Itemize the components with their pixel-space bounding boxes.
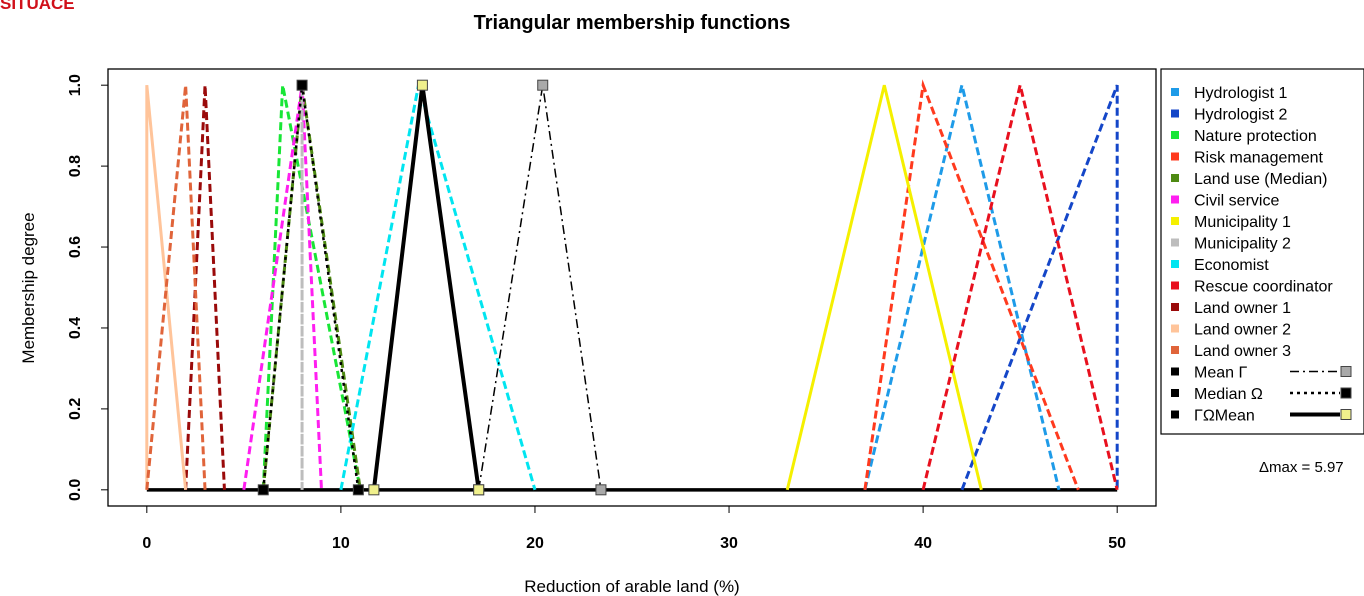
plot-frame [107, 68, 1157, 507]
marker-median-1 [296, 79, 308, 91]
legend-label-land-owner-3: Land owner 3 [1194, 343, 1291, 360]
series-line-rescue-coordinator [921, 84, 1119, 491]
marker-median-0 [257, 484, 269, 496]
legend-swatch-municipality-2 [1171, 238, 1179, 247]
legend-swatch-risk-management [1171, 152, 1179, 161]
legend-swatch-hydrologist-1 [1171, 88, 1179, 96]
legend-marker-mean [1340, 409, 1352, 420]
legend-label-municipality-1: Municipality 1 [1194, 214, 1291, 231]
legend-swatch-land-owner-3 [1171, 346, 1179, 354]
chart-title: Triangular membership functions [474, 12, 791, 34]
legend-label-economist: Economist [1194, 257, 1269, 274]
legend-swatch-rescue-coordinator [1171, 281, 1179, 290]
legend-swatch-land-owner-1 [1171, 303, 1179, 311]
marker-median-2 [352, 484, 364, 496]
y-axis-label: Membership degree [19, 212, 38, 363]
series-line-land-owner-2 [145, 85, 188, 490]
y-axis: 0.0 0.2 0.4 0.6 0.8 1.0 [67, 74, 108, 501]
legend-swatch-mean [1171, 367, 1179, 376]
series-line-hydrologist-1 [863, 84, 1061, 491]
series-line-mean [477, 85, 602, 490]
x-axis-label: Reduction of arable land (%) [524, 577, 739, 596]
legend-label-municipality-2: Municipality 2 [1194, 236, 1291, 253]
legend-swatch-municipality-1 [1171, 217, 1179, 225]
marker-mean-2 [473, 484, 485, 496]
legend-box [1160, 68, 1364, 435]
marker-layer [257, 79, 607, 496]
series-line-municipality-1 [785, 84, 983, 491]
legend-marker-mean [1340, 366, 1352, 377]
marker-mean-2 [595, 484, 607, 496]
series-line-economist [339, 84, 537, 491]
x-axis: 0 10 20 30 40 50 [142, 506, 1126, 552]
series-line-median [262, 85, 360, 490]
y-tick-label-5: 1.0 [67, 74, 84, 96]
legend-swatch-economist [1171, 260, 1179, 268]
legend-label-hydrologist-1: Hydrologist 1 [1194, 85, 1287, 102]
x-tick-label-4: 40 [914, 535, 932, 552]
legend-marker-median [1340, 387, 1352, 399]
series-layer [145, 79, 1119, 492]
legend-label-mean: ΓΩMean [1194, 408, 1255, 425]
series-line-mean [371, 84, 481, 491]
legend-swatch-mean [1171, 410, 1179, 419]
legend-label-civil-service: Civil service [1194, 193, 1279, 210]
legend-swatch-civil-service [1171, 195, 1179, 204]
series-line-land-owner-1 [184, 85, 226, 490]
legend-label-land-owner-2: Land owner 2 [1194, 322, 1291, 339]
y-tick-label-4: 0.8 [67, 155, 84, 177]
x-tick-label-0: 0 [142, 535, 151, 552]
series-line-nature-protection [261, 84, 362, 491]
y-tick-label-2: 0.4 [67, 317, 84, 339]
series-line-hydrologist-2 [960, 84, 1119, 491]
series-line-land-use-median [261, 84, 362, 491]
x-tick-label-2: 20 [526, 535, 544, 552]
y-tick-label-0: 0.0 [67, 479, 84, 501]
x-tick-label-3: 30 [720, 535, 738, 552]
corner-label: SITUACE [0, 0, 75, 13]
marker-mean-0 [368, 484, 380, 496]
legend-label-median: Median Ω [1194, 386, 1263, 403]
legend: Hydrologist 1 Hydrologist 2 Nature protect… [1171, 85, 1352, 425]
y-tick-label-3: 0.6 [67, 236, 84, 258]
legend-swatch-land-owner-2 [1171, 324, 1179, 333]
legend-swatch-land-use-median [1171, 174, 1179, 182]
legend-swatch-median [1171, 389, 1179, 397]
legend-swatch-hydrologist-2 [1171, 109, 1179, 118]
marker-mean-1 [537, 79, 549, 91]
y-tick-label-1: 0.2 [67, 398, 84, 420]
legend-label-mean: Mean Γ [1194, 365, 1247, 382]
legend-label-nature-protection: Nature protection [1194, 128, 1317, 145]
marker-mean-1 [416, 79, 428, 91]
legend-label-land-use-median: Land use (Median) [1194, 171, 1327, 188]
x-tick-label-5: 50 [1108, 535, 1126, 552]
series-line-risk-management [863, 79, 1080, 491]
legend-label-land-owner-1: Land owner 1 [1194, 300, 1291, 317]
legend-label-hydrologist-2: Hydrologist 2 [1194, 107, 1287, 124]
series-line-land-owner-3 [145, 85, 207, 490]
legend-swatch-nature-protection [1171, 131, 1179, 139]
delta-max-label: Δmax = 5.97 [1259, 459, 1344, 476]
legend-label-risk-management: Risk management [1194, 150, 1324, 167]
x-tick-label-1: 10 [332, 535, 350, 552]
legend-label-rescue-coordinator: Rescue coordinator [1194, 279, 1333, 296]
